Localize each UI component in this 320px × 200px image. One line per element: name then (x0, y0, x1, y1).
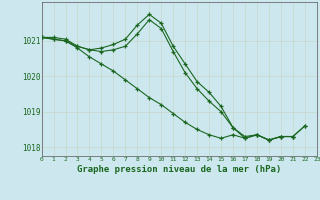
X-axis label: Graphe pression niveau de la mer (hPa): Graphe pression niveau de la mer (hPa) (77, 165, 281, 174)
